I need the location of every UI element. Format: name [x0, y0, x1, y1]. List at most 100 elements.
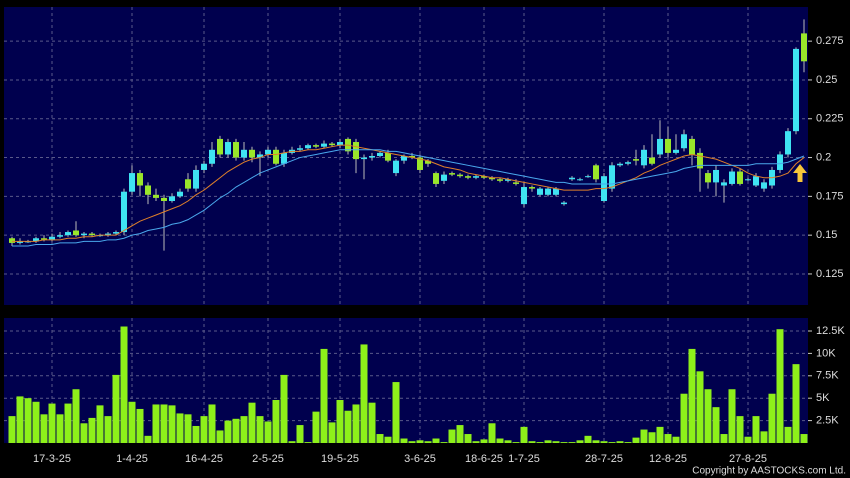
volume-bar [632, 437, 640, 443]
volume-bar [584, 435, 592, 443]
volume-bar [48, 403, 56, 443]
volume-bar [96, 405, 104, 443]
volume-bar [272, 399, 280, 443]
candle-body [705, 173, 711, 183]
volume-bar [32, 401, 40, 443]
candle-body [625, 162, 631, 164]
candle-body [409, 156, 415, 158]
y-tick-label: 5K [816, 392, 830, 404]
volume-bar [72, 389, 80, 443]
volume-bar [392, 382, 400, 443]
candle-body [417, 157, 423, 170]
candle-body [473, 176, 479, 178]
candle-body [9, 238, 15, 243]
candle-body [33, 238, 39, 242]
candle-body [497, 179, 503, 181]
volume-bar [384, 436, 392, 443]
candle-body [505, 179, 511, 181]
volume-bar [664, 434, 672, 443]
candle-body [217, 138, 223, 155]
volume-bar [88, 417, 96, 443]
candle-body [617, 163, 623, 166]
volume-bar [448, 429, 456, 443]
x-tick-label: 17-3-25 [33, 453, 71, 465]
candle-body [777, 154, 783, 170]
volume-bar [184, 414, 192, 443]
volume-bar [792, 364, 800, 443]
volume-bar [328, 422, 336, 443]
candle-body [457, 174, 463, 177]
volume-bar [312, 411, 320, 443]
volume-bar [624, 442, 632, 443]
candle-body [105, 233, 111, 236]
candle-body [153, 194, 159, 198]
volume-bar [296, 425, 304, 443]
candle-body [689, 138, 695, 155]
candle-body [313, 145, 319, 147]
candle-body [641, 149, 647, 166]
volume-bar [784, 426, 792, 443]
candle-body [321, 143, 327, 147]
candle-body [681, 134, 687, 149]
candle-body [721, 182, 727, 186]
volume-bar [504, 440, 512, 443]
candle-body [377, 152, 383, 156]
volume-bar [544, 440, 552, 443]
volume-bar [712, 407, 720, 443]
volume-bar [640, 429, 648, 443]
candle-body [433, 173, 439, 184]
volume-bar [120, 326, 128, 443]
candle-body [425, 160, 431, 164]
y-tick-label: 0.225 [816, 113, 844, 125]
moving-average [12, 144, 805, 242]
y-tick-label: 7.5K [816, 370, 839, 382]
volume-bar [256, 416, 264, 443]
volume-bar [248, 402, 256, 443]
candle-body [57, 235, 63, 237]
volume-bar [440, 442, 448, 443]
volume-bar [688, 348, 696, 443]
volume-bar [616, 441, 624, 443]
candle-body [449, 173, 455, 175]
candle-body [265, 149, 271, 155]
candle-body [273, 149, 279, 164]
volume-bar [760, 431, 768, 443]
volume-bar [696, 371, 704, 443]
volume-bar [136, 408, 144, 443]
volume-bar [528, 441, 536, 443]
candle-body [17, 241, 23, 243]
candle-body [489, 177, 495, 180]
candle-body [745, 179, 751, 181]
volume-bar [240, 416, 248, 443]
volume-bar [424, 441, 432, 443]
candle-body [129, 173, 135, 192]
volume-bar [40, 414, 48, 443]
candle-body [249, 149, 255, 158]
volume-bar [680, 393, 688, 443]
volume-bar [280, 374, 288, 443]
volume-bar [464, 434, 472, 443]
candle-body [193, 169, 199, 189]
volume-bar [320, 348, 328, 443]
volume-bar [552, 441, 560, 443]
candle-body [761, 182, 767, 189]
volume-bar [408, 441, 416, 443]
volume-bar [400, 438, 408, 443]
plot-layer: 0.125 0.15 0.175 0.2 0.225 0.25 0.275 2.5K 5K 7.5… [4, 7, 845, 465]
volume-bar [704, 389, 712, 443]
volume-bar [264, 421, 272, 443]
volume-bar [360, 344, 368, 443]
candle-body [569, 177, 575, 180]
candle-body [729, 171, 735, 184]
y-tick-label: 2.5K [816, 415, 839, 427]
candle-body [561, 202, 567, 205]
volume-bar [232, 418, 240, 443]
candle-body [393, 160, 399, 174]
volume-bar [416, 440, 424, 443]
candle-body [177, 191, 183, 197]
y-tick-label: 0.125 [816, 268, 844, 280]
x-tick-label: 1-4-25 [116, 453, 148, 465]
volume-bar [160, 404, 168, 443]
volume-bar [496, 438, 504, 443]
